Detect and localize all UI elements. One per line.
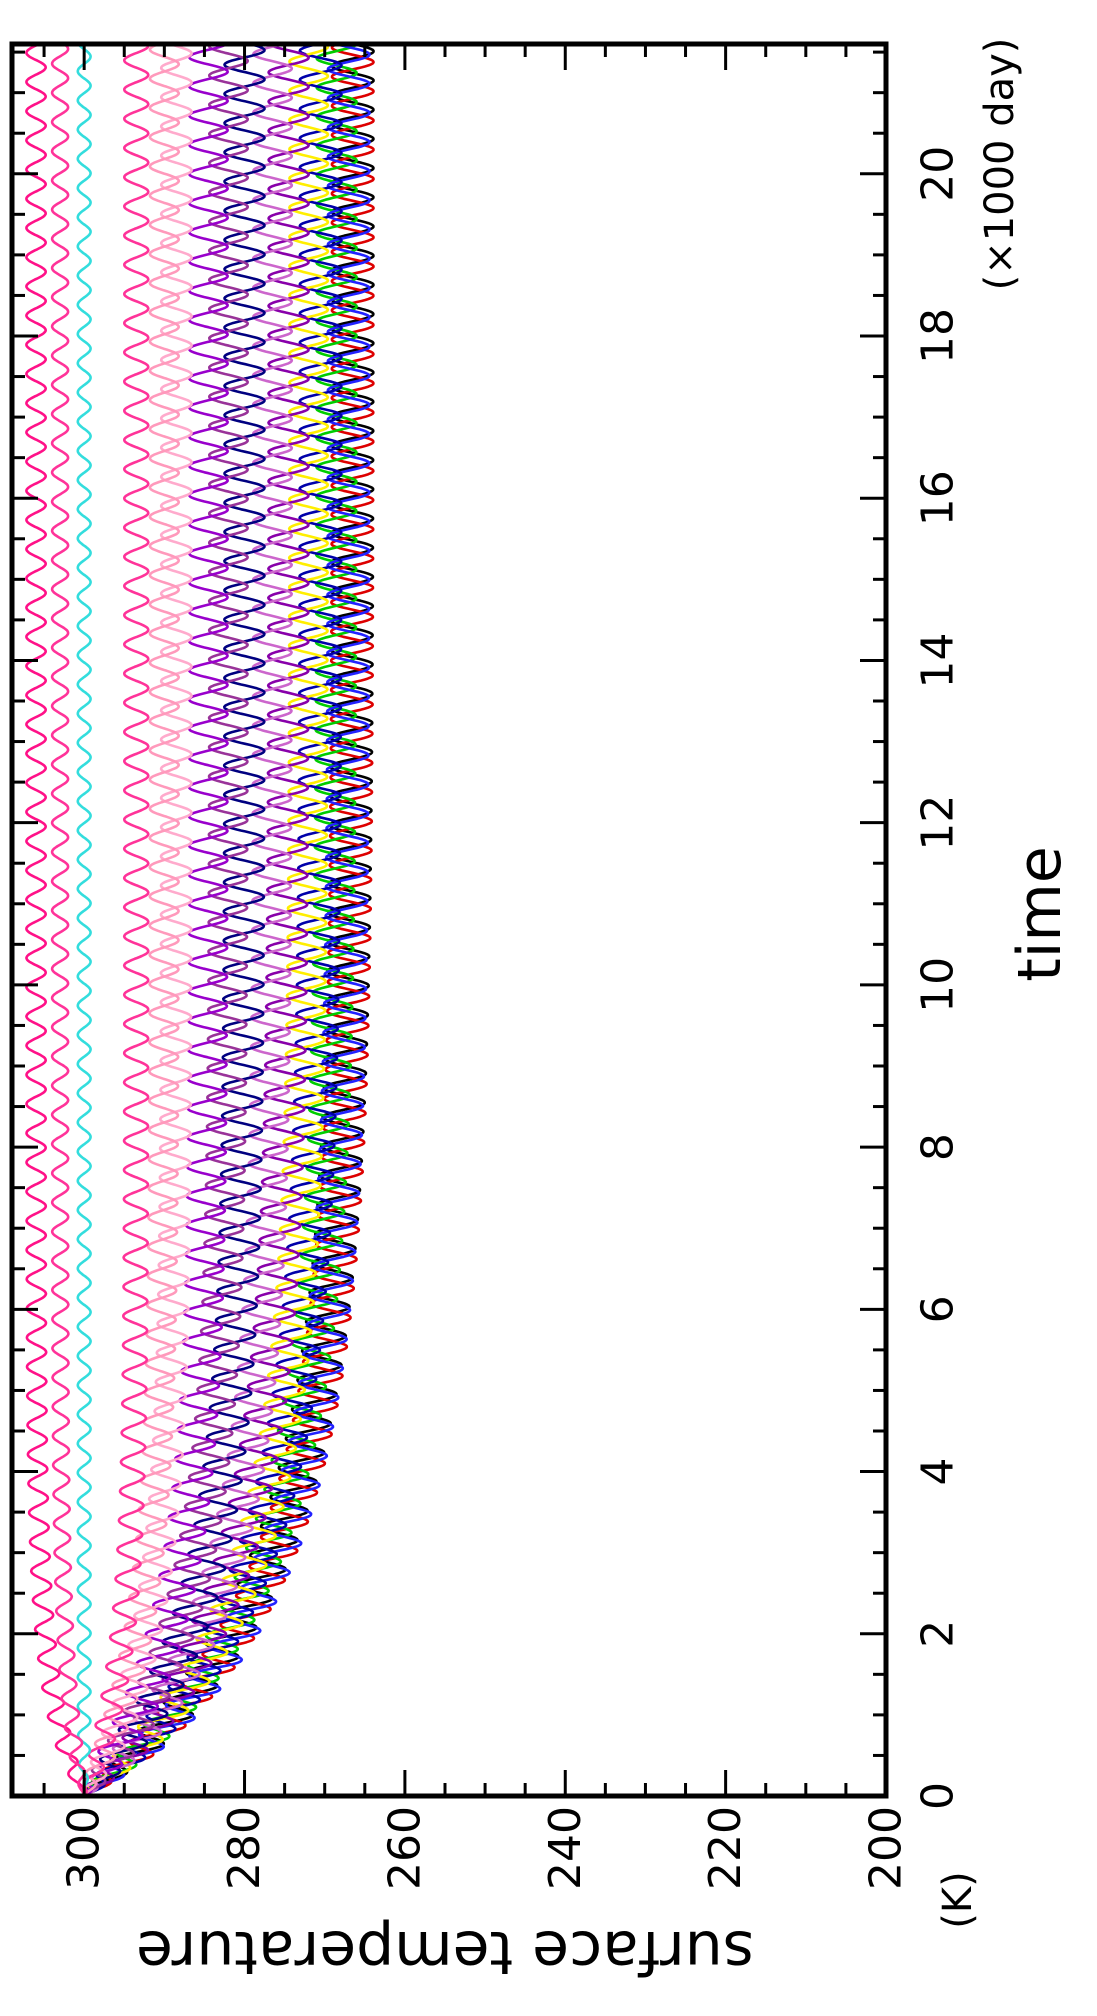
x-tick-label: 6 xyxy=(913,1295,964,1323)
x-tick-label: 14 xyxy=(913,632,964,688)
series-line-12 xyxy=(82,42,193,1797)
series-line-13 xyxy=(82,42,181,1797)
y-tick-label: 280 xyxy=(219,1806,270,1890)
series-line-10 xyxy=(82,42,249,1797)
series-layer xyxy=(25,42,375,1798)
series-line-17 xyxy=(50,42,87,1797)
series-line-8 xyxy=(83,42,294,1798)
series-line-5 xyxy=(83,42,343,1798)
y-tick-label: 260 xyxy=(379,1806,430,1890)
x-tick-label: 16 xyxy=(913,470,964,526)
x-axis-unit: (×1000 day) xyxy=(977,38,1023,291)
x-tick-label: 0 xyxy=(913,1782,964,1810)
label-layer: 0 2 4 6 8 10 12 14 16 18 20 200 220 240 260 280 300 (×100… xyxy=(59,38,1075,1987)
x-tick-label: 20 xyxy=(913,146,964,202)
y-tick-label: 220 xyxy=(700,1806,751,1890)
series-line-7 xyxy=(82,43,311,1797)
series-line-16 xyxy=(25,42,86,1797)
x-tick-label: 2 xyxy=(913,1620,964,1648)
y-tick-label: 200 xyxy=(861,1806,912,1890)
series-line-14 xyxy=(82,43,150,1797)
x-axis-title: time xyxy=(1005,846,1075,982)
series-line-3 xyxy=(83,43,359,1798)
series-line-15 xyxy=(76,43,92,1797)
x-tick-label: 18 xyxy=(913,308,964,364)
x-tick-label: 10 xyxy=(913,957,964,1013)
y-axis-unit: (K) xyxy=(935,1871,981,1928)
y-tick-label: 240 xyxy=(540,1806,591,1890)
y-axis-title: surface temperature xyxy=(136,1917,754,1987)
x-tick-label: 12 xyxy=(913,795,964,851)
x-tick-label: 4 xyxy=(913,1458,964,1486)
x-tick-label: 8 xyxy=(913,1133,964,1161)
series-line-1 xyxy=(83,42,375,1797)
y-tick-label: 300 xyxy=(59,1806,110,1890)
series-line-9 xyxy=(83,42,266,1797)
series-line-11 xyxy=(83,42,229,1798)
series-line-6 xyxy=(83,42,330,1798)
plot-frame xyxy=(9,41,889,1799)
